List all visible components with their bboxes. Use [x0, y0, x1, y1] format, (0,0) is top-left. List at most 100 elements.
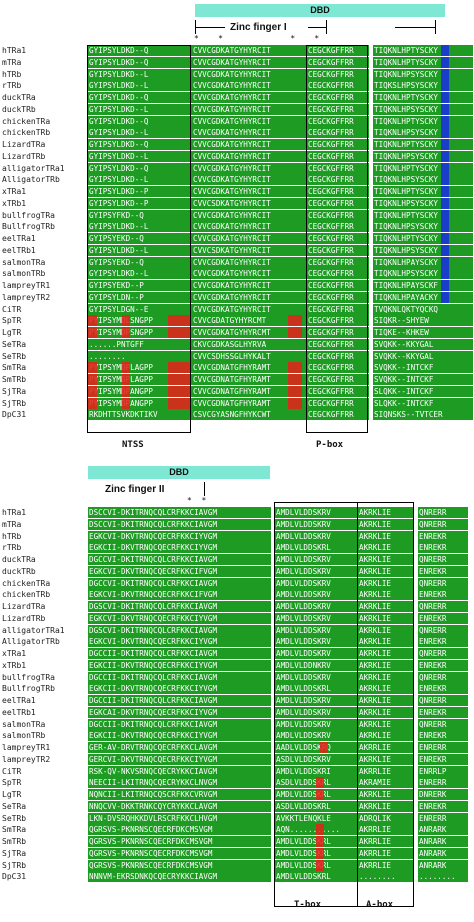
- zinc-finger-segment: CVVCGDNATGFHYRAMT: [192, 374, 306, 385]
- variant-residue-highlight: [168, 374, 190, 385]
- ntss-segment: GYIPSYLDKD--L: [88, 68, 192, 80]
- p-box-segment: CEGCKGFFRR: [307, 280, 369, 291]
- variant-residue-highlight: [122, 327, 130, 338]
- zinc-finger-segment: DGSCVI-DKITRNQCQLCRFKKCIAVGM: [88, 624, 271, 636]
- zinc-finger-segment: NNNVM-EKRSDNKQCQECRYKKCIAVGM: [88, 871, 271, 883]
- variant-residue-highlight: [288, 397, 302, 409]
- zinc-finger-segment: QGRSVS-PKNRNSCQECRFDKCMSVGM: [88, 836, 271, 847]
- variant-residue-highlight: [88, 327, 97, 338]
- a-box-segment: AKRKLIE: [358, 612, 414, 624]
- species-name: AlligatorTRb: [2, 637, 60, 647]
- tail-segment: ENREKR: [418, 683, 468, 695]
- p-box-segment: CEGCKGFFRR: [307, 350, 369, 362]
- species-name: AlligatorTRb: [2, 175, 60, 185]
- a-box-segment: AKRRLIE: [358, 765, 414, 777]
- a-box-segment: AKRRLIE: [358, 824, 414, 836]
- a-box-label: A-box: [366, 900, 394, 910]
- species-name: rTRb: [2, 81, 22, 91]
- species-names-2: hTRa1 mTRa hTRb rTRb duckTRa duckTRb chickenTR…: [2, 507, 65, 883]
- zinc-finger-segment: DGCCVI-DKITRNQCQLCRFKKCIAVGM: [88, 554, 271, 565]
- zinc-finger-2-label: Zinc finger II: [105, 484, 165, 495]
- special-residue-highlight: [441, 174, 449, 186]
- tail-segment: QNRERR: [418, 648, 468, 659]
- species-name: CiTR: [2, 304, 22, 314]
- tail-segment: ENRERR: [418, 742, 468, 753]
- variant-residue-highlight: [168, 362, 190, 374]
- p-box-segment: CEGCKGFFRR: [307, 315, 369, 327]
- tail-segment: TIQKNLHPAYSCKY: [373, 256, 473, 268]
- species-name: SmTRa: [2, 363, 27, 373]
- p-box-segment: CEGCKGFFRR: [307, 56, 369, 68]
- variant-residue-highlight: [122, 397, 130, 409]
- species-name: SeTRa: [2, 339, 27, 349]
- ntss-segment: GYIPSYLDKD--L: [88, 268, 192, 280]
- species-name: eelTRb1: [2, 707, 36, 717]
- zinc-finger-segment: CVVCGDATGYHYRCMT: [192, 315, 306, 327]
- tail-segment: SIQNSKS--TVTCER: [373, 409, 473, 421]
- zinc-finger-segment: CVVCSDKATGYHYRCIT: [192, 197, 306, 209]
- tail-segment: TIQKNLHPSYSCKY: [373, 174, 473, 186]
- variant-residue-highlight: [288, 385, 302, 397]
- species-name: LizardTRb: [2, 151, 46, 161]
- tail-segment: ENREKR: [418, 706, 468, 718]
- species-name: chickenTRa: [2, 116, 51, 126]
- special-residue-highlight: [441, 221, 449, 233]
- t-box-segment: AVKKTLENQKLE: [275, 812, 357, 824]
- tail-segment: TVQKNLQKTYQCKQ: [373, 303, 473, 315]
- species-name: SjTRb: [2, 398, 27, 408]
- a-box-segment: AKRKLIE: [358, 554, 414, 565]
- tail-segment: QNRERR: [418, 718, 468, 730]
- variant-residue-highlight: [288, 327, 302, 338]
- t-box-segment: AMDLVLDDSKRV: [275, 601, 357, 612]
- zinc-finger-segment: CVVCGDKATGYHYRCIT: [192, 115, 306, 127]
- variant-residue-highlight: [122, 315, 130, 327]
- tail-segment: ENREKR: [418, 542, 468, 554]
- zinc-finger-segment: NNQCVV-DKKTRNKCQYCRYKKCLAVGM: [88, 800, 271, 812]
- zinc-finger-segment: CVVCGDKATGYHYRCIT: [192, 291, 306, 303]
- species-name: chickenTRb: [2, 590, 51, 600]
- p-box-label: P-box: [316, 440, 344, 450]
- t-box-segment: AMDLVLDDSKRV: [275, 518, 357, 530]
- p-box-segment: CEGCKGFFRR: [307, 385, 369, 397]
- species-name: SeTRb: [2, 813, 27, 823]
- species-name: SmTRb: [2, 375, 27, 384]
- tail-segment: ANRARK: [418, 859, 468, 871]
- variant-residue-highlight: [168, 315, 190, 327]
- special-residue-highlight: [441, 280, 449, 291]
- species-name: SeTRa: [2, 801, 27, 811]
- tail-segment: ENREKR: [418, 753, 468, 765]
- t-box-segment: AMDLVLDDSKRV: [275, 530, 357, 542]
- ntss-segment: GYIPSYLDKD--L: [88, 103, 192, 115]
- p-box-segment: CEGCKGFFRR: [307, 374, 369, 385]
- tail-segment: QNRERR: [418, 624, 468, 636]
- zinc-finger-segment: CVVCSDHSSGLHYKALT: [192, 350, 306, 362]
- special-residue-highlight: [441, 244, 449, 256]
- tail-segment: TIQKNLHPSYSCKY: [373, 221, 473, 233]
- species-name: SeTRb: [2, 351, 27, 361]
- tail-segment: TIQKNLHPTYSCKY: [373, 45, 473, 56]
- tail-segment: QNRERR: [418, 601, 468, 612]
- t-box-outline: [274, 502, 358, 907]
- zinc-finger-segment: CVVCGDKATGYHYRCIT: [192, 186, 306, 197]
- t-box-segment: AMDLVLDDSKRV: [275, 577, 357, 589]
- zinc-finger-segment: DGSCVI-DKITRNQCQLCRFKKCIAVGM: [88, 601, 271, 612]
- zinc-finger-1-tail-line: [395, 27, 435, 28]
- t-box-segment: AMDLVLDDSKRV: [275, 589, 357, 601]
- p-box-segment: CEGCKGFFRR: [307, 186, 369, 197]
- t-box-segment: AMDLVLDDSKRV: [275, 554, 357, 565]
- p-box-segment: CEGCKGFFRR: [307, 150, 369, 162]
- zinc-finger-segment: CVVCGDKATGYHYRCIT: [192, 221, 306, 233]
- zinc-finger-segment: CVVCGDKATGYHYRCIT: [192, 127, 306, 139]
- special-residue-highlight: [441, 162, 449, 174]
- special-residue-highlight: [441, 92, 449, 103]
- t-box-segment: AMDLVLDDSKRV: [275, 636, 357, 648]
- zinc-finger-segment: DGCCII-DKITRNQCQLCRFKKCIAVGM: [88, 695, 271, 706]
- zinc-finger-segment: DSCCVI-DKITRNQCQLCRFKKCIAVGM: [88, 507, 271, 518]
- tail-segment: ........: [418, 871, 468, 883]
- species-name: lampreyTR1: [2, 743, 51, 752]
- species-name: bullfrogTRa: [2, 672, 55, 682]
- tail-segment: ENREKR: [418, 800, 468, 812]
- a-box-segment: AKRKLIE: [358, 648, 414, 659]
- zinc-finger-segment: EGKCVI-DKVTRNQCQECRFKKCIYVGM: [88, 530, 271, 542]
- a-box-segment: AKRKLIE: [358, 695, 414, 706]
